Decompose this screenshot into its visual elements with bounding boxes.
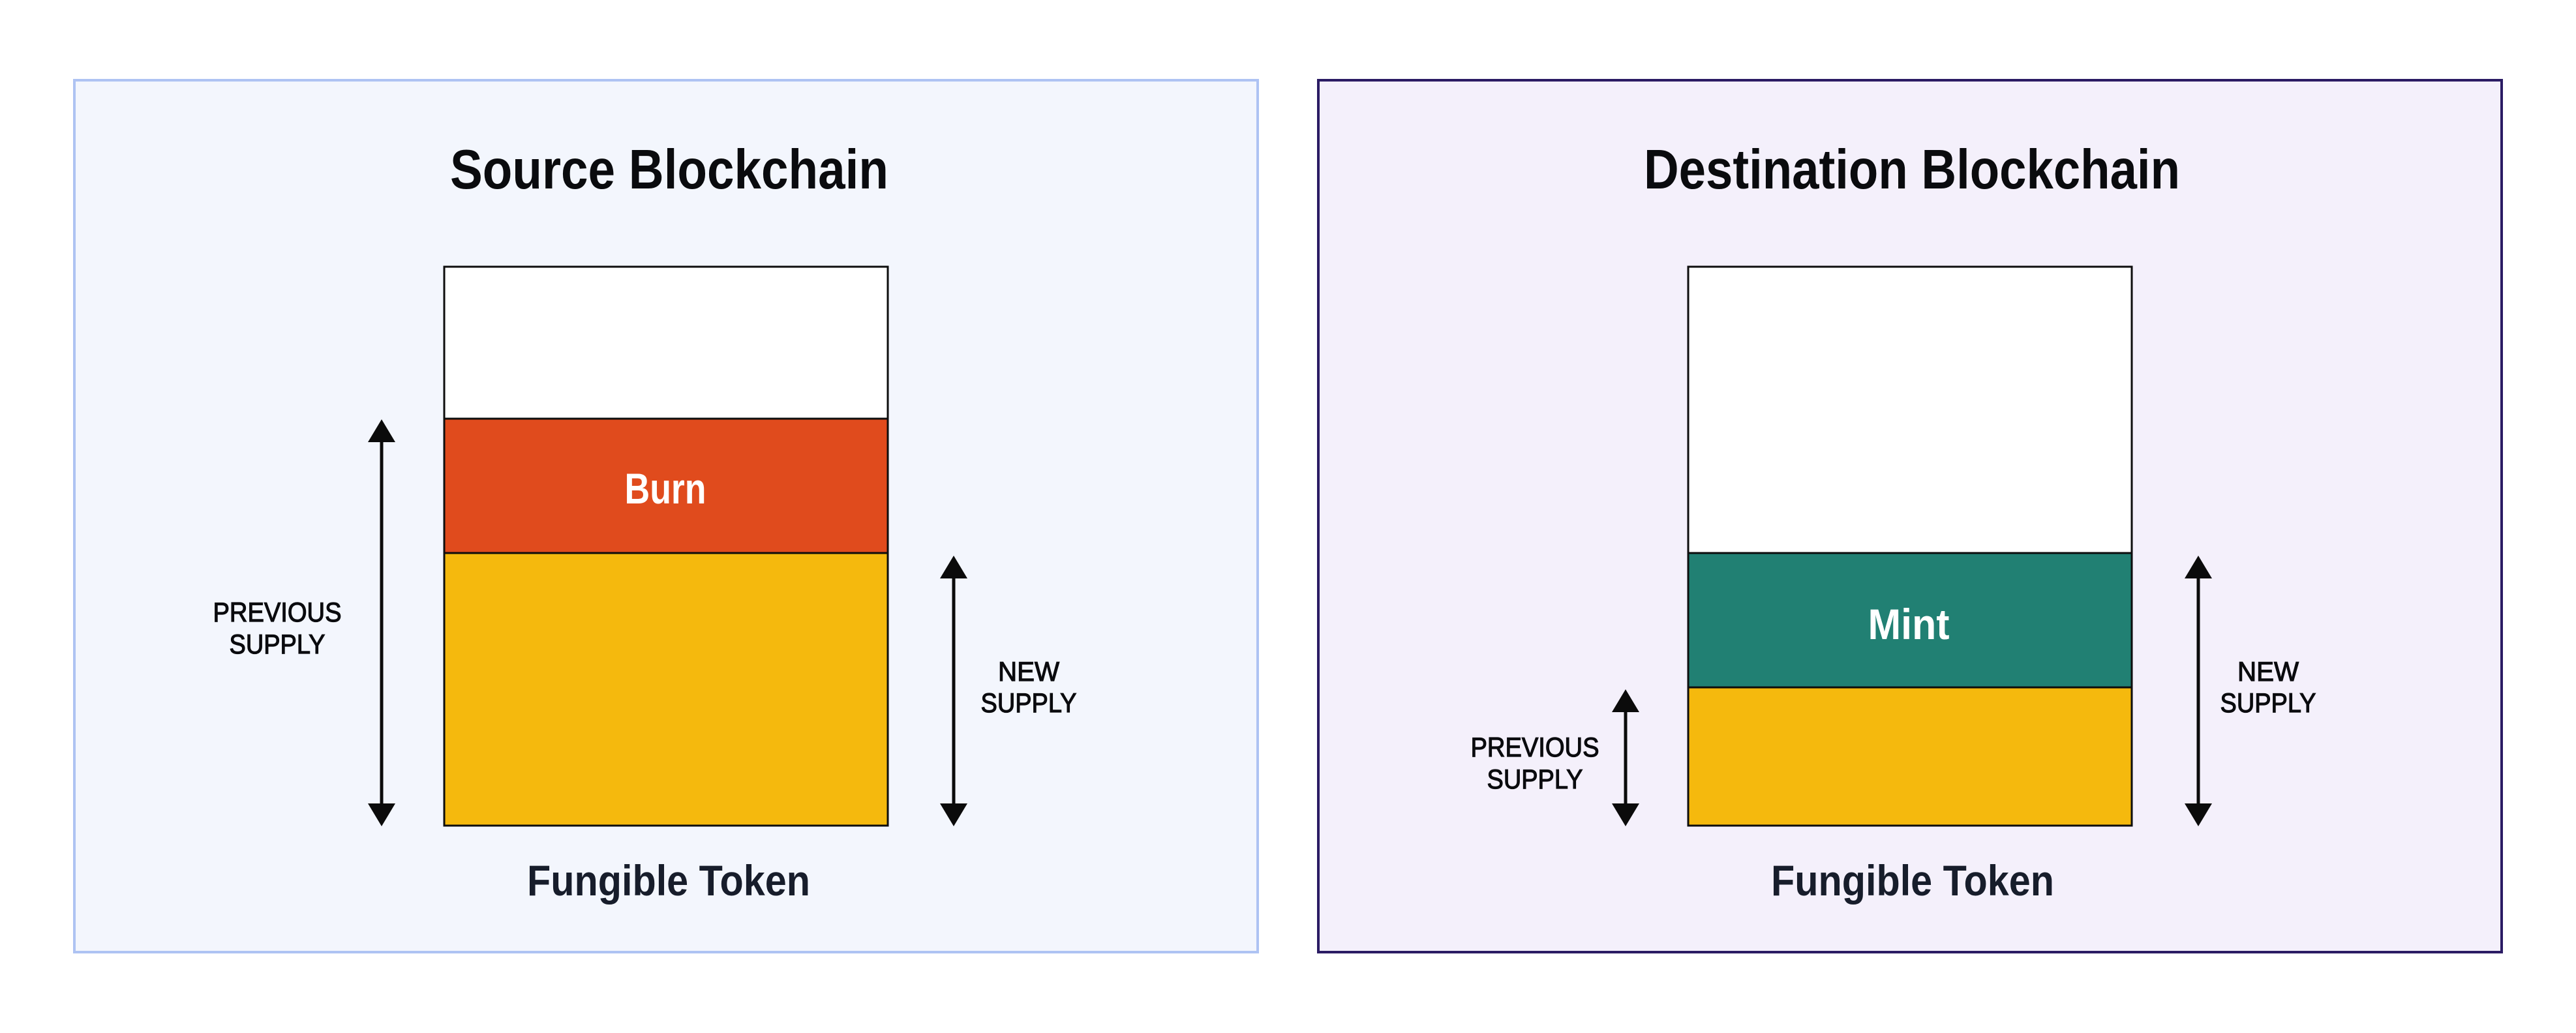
svg-text:Destination Blockchain: Destination Blockchain [1644, 139, 2180, 201]
svg-text:PREVIOUS: PREVIOUS [213, 597, 342, 627]
svg-text:SUPPLY: SUPPLY [1487, 764, 1583, 794]
svg-text:NEW: NEW [998, 656, 1059, 687]
svg-text:Fungible Token: Fungible Token [527, 856, 810, 905]
svg-text:Fungible Token: Fungible Token [1771, 856, 2054, 905]
svg-text:PREVIOUS: PREVIOUS [1471, 732, 1599, 762]
svg-text:NEW: NEW [2237, 656, 2299, 687]
svg-text:Burn: Burn [625, 464, 706, 513]
svg-text:SUPPLY: SUPPLY [2220, 687, 2316, 718]
svg-text:Source Blockchain: Source Blockchain [450, 139, 888, 201]
svg-text:SUPPLY: SUPPLY [230, 629, 326, 659]
svg-text:SUPPLY: SUPPLY [981, 687, 1077, 718]
svg-text:Mint: Mint [1868, 600, 1950, 648]
